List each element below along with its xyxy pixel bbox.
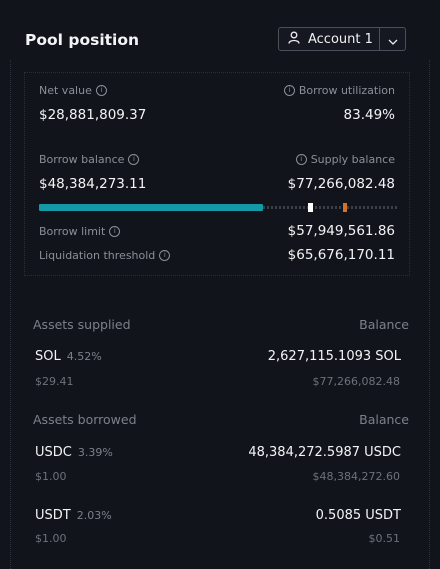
- supplied-balance-header: Balance: [359, 317, 409, 332]
- account-selector[interactable]: Account 1: [278, 27, 406, 51]
- asset-symbol: USDC 3.39%: [35, 445, 113, 460]
- info-icon[interactable]: i: [295, 154, 307, 165]
- panel-border-left: [10, 60, 11, 569]
- asset-balance-usd: $77,266,082.48: [312, 375, 400, 388]
- asset-balance: 0.5085 USDT: [315, 508, 401, 523]
- account-label: Account 1: [308, 31, 373, 47]
- liquidation-threshold-label: Liquidation threshold i: [39, 249, 171, 262]
- info-icon[interactable]: i: [283, 85, 295, 96]
- account-button[interactable]: Account 1: [278, 27, 380, 51]
- borrow-balance-value: $48,384,273.11: [39, 176, 147, 192]
- borrow-fill: [39, 204, 263, 211]
- chevron-down-icon: [388, 30, 398, 49]
- info-icon[interactable]: i: [95, 85, 107, 96]
- borrow-balance-label: Borrow balance i: [39, 153, 140, 166]
- assets-borrowed-header: Assets borrowed: [33, 412, 137, 427]
- net-value-label: Net value i: [39, 84, 107, 97]
- asset-price: $1.00: [35, 532, 67, 545]
- user-icon: [288, 31, 300, 48]
- info-icon[interactable]: i: [128, 154, 140, 165]
- asset-balance: 48,384,272.5987 USDC: [248, 445, 401, 460]
- liquidation-threshold-value: $65,676,170.11: [287, 247, 395, 263]
- info-icon[interactable]: i: [159, 250, 171, 261]
- borrow-limit-value: $57,949,561.86: [287, 223, 395, 239]
- asset-rate: 4.52%: [66, 350, 102, 363]
- asset-price: $1.00: [35, 470, 67, 483]
- borrow-limit-label: Borrow limit i: [39, 225, 121, 238]
- borrowed-balance-header: Balance: [359, 412, 409, 427]
- summary-card: Net value i $28,881,809.37 i Borrow util…: [24, 72, 410, 276]
- borrow-limit-marker: [308, 203, 313, 212]
- asset-balance-usd: $48,384,272.60: [312, 470, 400, 483]
- asset-rate: 3.39%: [77, 446, 113, 459]
- asset-symbol: USDT 2.03%: [35, 508, 112, 523]
- liquidation-marker: [343, 203, 347, 212]
- supply-balance-label: i Supply balance: [295, 153, 395, 166]
- asset-balance: 2,627,115.1093 SOL: [267, 349, 401, 364]
- asset-price: $29.41: [35, 375, 74, 388]
- page-title: Pool position: [25, 31, 140, 49]
- panel-border-right: [429, 60, 430, 569]
- asset-rate: 2.03%: [76, 509, 112, 522]
- bar-remaining-track: [263, 206, 397, 209]
- supply-balance-value: $77,266,082.48: [287, 176, 395, 192]
- net-value: $28,881,809.37: [39, 107, 147, 123]
- assets-supplied-header: Assets supplied: [33, 317, 131, 332]
- account-dropdown-toggle[interactable]: [380, 27, 406, 51]
- borrow-utilization-label: i Borrow utilization: [283, 84, 395, 97]
- borrow-utilization-value: 83.49%: [343, 107, 395, 123]
- asset-symbol: SOL 4.52%: [35, 349, 102, 364]
- asset-balance-usd: $0.51: [368, 532, 401, 545]
- borrow-progress-bar: [39, 203, 397, 212]
- info-icon[interactable]: i: [109, 226, 121, 237]
